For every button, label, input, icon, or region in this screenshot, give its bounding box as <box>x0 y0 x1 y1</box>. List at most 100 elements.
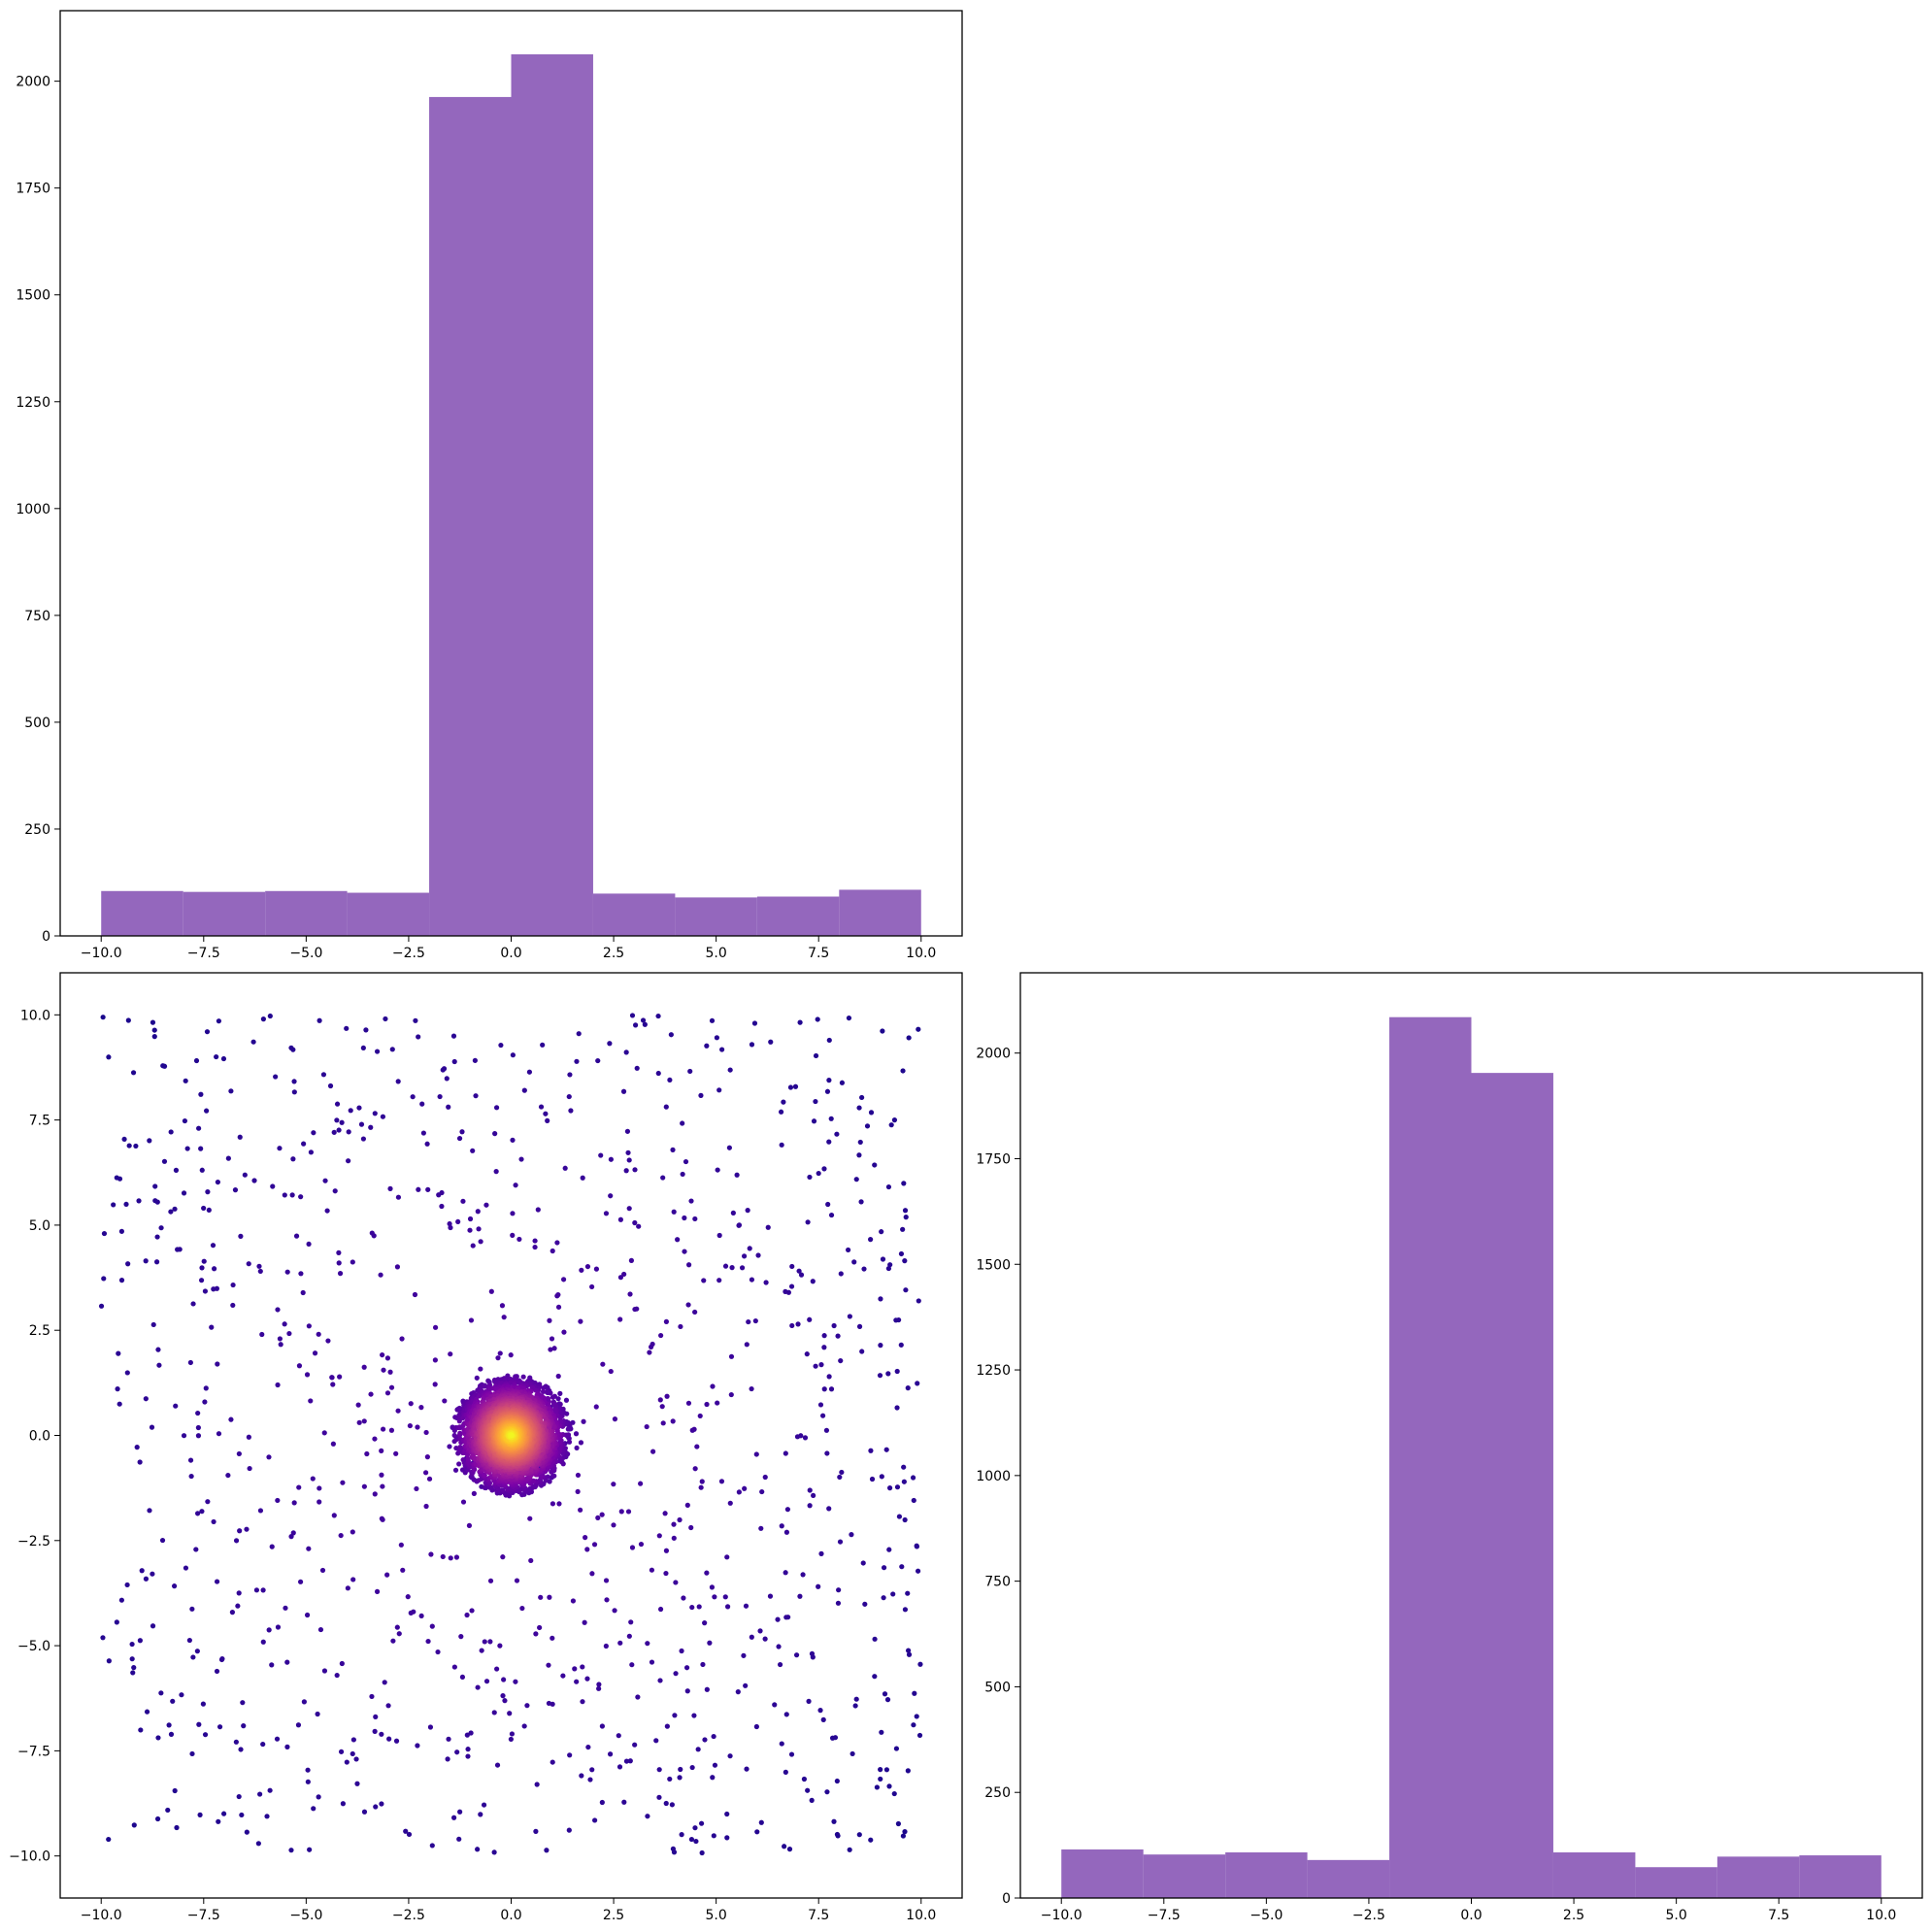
scatter-point <box>902 1208 909 1214</box>
scatter-point <box>415 1743 420 1749</box>
scatter-point <box>679 1832 684 1838</box>
scatter-point <box>834 1778 840 1784</box>
scatter-point <box>445 1756 450 1762</box>
scatter-point <box>464 1612 470 1618</box>
scatter-point <box>100 1635 106 1641</box>
scatter-point <box>494 1666 500 1672</box>
scatter-point <box>451 1058 457 1065</box>
scatter-point <box>589 1767 595 1773</box>
scatter-point <box>464 1732 470 1738</box>
scatter-point <box>291 1089 297 1095</box>
scatter-point <box>728 1391 734 1398</box>
scatter-point <box>817 1402 824 1408</box>
scatter-point <box>423 1429 429 1436</box>
scatter-point <box>414 1485 419 1492</box>
scatter-point <box>380 1426 386 1432</box>
scatter-point <box>453 1554 460 1560</box>
scatter-point <box>147 1508 152 1514</box>
scatter-point <box>291 1079 297 1084</box>
scatter-point <box>670 1147 676 1152</box>
scatter-point <box>465 1753 471 1759</box>
x-tick: 10.0 <box>906 936 936 961</box>
scatter-point <box>623 1049 629 1055</box>
scatter-point <box>293 1233 300 1239</box>
scatter-point <box>826 1037 832 1044</box>
scatter-point <box>820 1716 826 1722</box>
scatter-point <box>628 1619 634 1625</box>
scatter-point <box>779 1741 784 1747</box>
scatter-point <box>538 1104 545 1110</box>
scatter-point <box>150 1019 156 1025</box>
scatter-point <box>821 1386 827 1392</box>
scatter-point <box>195 1424 201 1431</box>
scatter-point <box>395 1079 401 1084</box>
scatter-point <box>447 1444 452 1449</box>
scatter-point <box>199 1167 205 1173</box>
scatter-point <box>457 1430 463 1436</box>
scatter-point <box>201 1258 207 1264</box>
scatter-point <box>656 1533 662 1539</box>
scatter-point <box>826 1139 832 1145</box>
scatter-point <box>567 1752 573 1758</box>
scatter-point <box>143 1396 149 1402</box>
scatter-point <box>659 1404 665 1410</box>
scatter-point <box>667 1776 673 1782</box>
scatter-point <box>704 1401 710 1408</box>
scatter-point <box>742 1485 748 1491</box>
scatter-point <box>448 1351 453 1357</box>
scatter-point <box>336 1127 342 1133</box>
scatter-point <box>153 1259 160 1265</box>
scatter-point <box>290 1530 296 1536</box>
scatter-point <box>570 1419 576 1425</box>
scatter-point <box>383 1016 388 1022</box>
scatter-point <box>607 1751 614 1757</box>
scatter-point <box>306 1323 312 1329</box>
y-tick-label: 1000 <box>16 502 50 517</box>
scatter-point <box>784 1507 791 1513</box>
scatter-point <box>612 1416 618 1422</box>
scatter-point <box>372 1111 378 1116</box>
scatter-point <box>878 1776 883 1782</box>
scatter-point <box>902 1258 908 1264</box>
y-tick: 750 <box>24 609 60 624</box>
scatter-point <box>368 1391 374 1397</box>
scatter-point <box>168 1129 174 1135</box>
scatter-point <box>847 1847 852 1852</box>
scatter-point <box>611 1482 616 1487</box>
scatter-point <box>624 1128 631 1134</box>
scatter-point <box>244 1526 250 1532</box>
scatter-point <box>246 1261 251 1267</box>
scatter-point <box>682 1215 687 1221</box>
scatter-point <box>638 1541 645 1548</box>
scatter-point <box>557 1390 563 1396</box>
scatter-point <box>211 1266 217 1272</box>
histogram-top-panel: −10.0 −7.5 −5.0 −2.5 0.0 2.5 5.0 7.5 10.00250500… <box>16 10 963 961</box>
scatter-point <box>444 1076 450 1082</box>
scatter-point <box>502 1698 508 1704</box>
scatter-point <box>420 1130 426 1136</box>
scatter-point <box>903 1287 909 1293</box>
scatter-point <box>288 1534 294 1540</box>
scatter-point <box>220 1055 227 1062</box>
scatter-point <box>570 1598 577 1604</box>
scatter-point <box>644 1423 650 1430</box>
scatter-point <box>849 1750 855 1757</box>
scatter-point <box>269 1662 275 1668</box>
scatter-point <box>548 1347 553 1352</box>
scatter-point <box>195 1410 201 1416</box>
scatter-point <box>322 1178 328 1183</box>
scatter-point <box>772 1702 778 1708</box>
scatter-point <box>663 1570 669 1577</box>
scatter-point <box>890 1591 896 1597</box>
scatter-point <box>653 1738 659 1744</box>
scatter-point <box>432 1382 438 1387</box>
scatter-point <box>575 1488 581 1495</box>
scatter-point <box>493 1168 499 1175</box>
scatter-point <box>158 1690 164 1696</box>
scatter-point <box>859 1349 865 1354</box>
scatter-point <box>117 1401 122 1407</box>
x-tick-label: −10.0 <box>81 946 122 961</box>
scatter-point <box>880 1256 886 1262</box>
scatter-point <box>836 1587 842 1593</box>
